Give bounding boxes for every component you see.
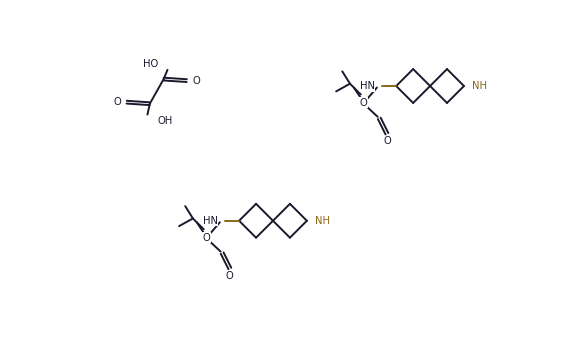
Text: O: O (226, 271, 234, 281)
Text: OH: OH (157, 116, 173, 126)
Text: O: O (383, 137, 391, 146)
Text: NH: NH (315, 216, 331, 226)
Text: HO: HO (143, 59, 158, 69)
Text: O: O (360, 98, 368, 108)
Text: O: O (203, 233, 210, 243)
Text: NH: NH (472, 81, 487, 91)
Text: O: O (192, 75, 200, 86)
Text: O: O (114, 97, 121, 107)
Text: HN: HN (202, 216, 217, 226)
Text: HN: HN (360, 81, 375, 91)
